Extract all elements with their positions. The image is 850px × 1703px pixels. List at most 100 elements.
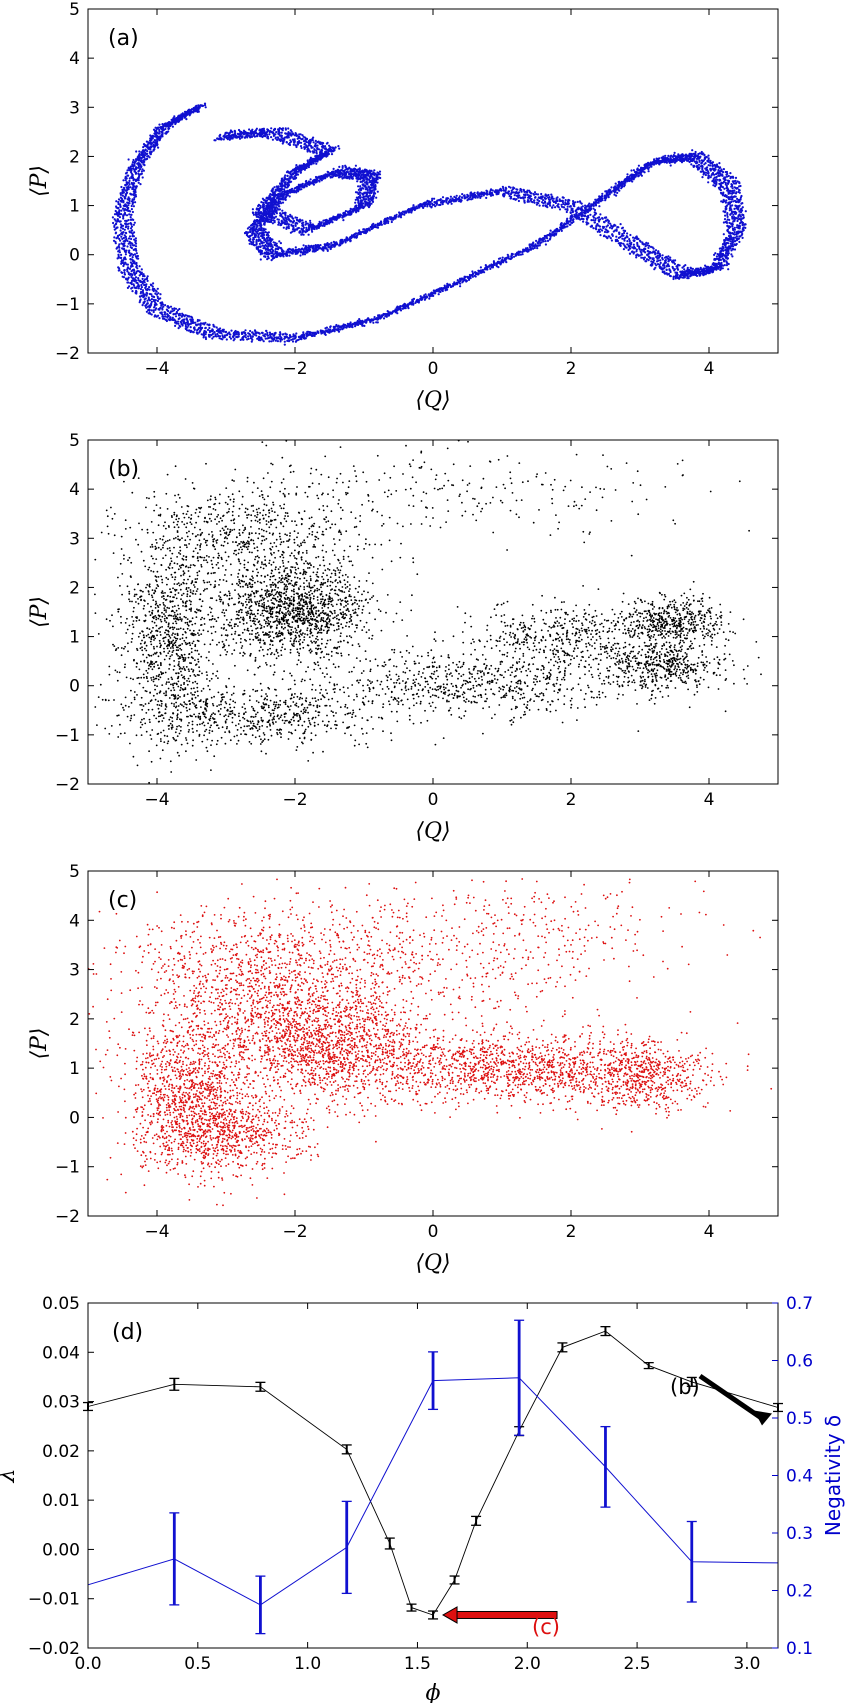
data-point [728, 226, 731, 229]
data-point [232, 336, 235, 339]
data-point [299, 145, 303, 148]
data-point [274, 133, 277, 136]
data-point [626, 240, 629, 243]
data-point [606, 224, 610, 227]
data-point [517, 194, 520, 197]
data-point [359, 180, 362, 183]
data-point [135, 166, 138, 169]
data-point [668, 274, 672, 277]
data-point [659, 261, 662, 264]
data-point [118, 233, 121, 237]
data-point [126, 263, 129, 266]
data-point [185, 321, 188, 324]
data-point [330, 330, 333, 333]
data-point [530, 197, 533, 201]
data-point [546, 202, 549, 205]
data-point [605, 228, 608, 231]
data-point [137, 277, 140, 280]
data-point [594, 227, 597, 230]
data-point [291, 169, 294, 172]
data-point [683, 158, 686, 161]
data-point [285, 226, 288, 229]
data-point [580, 217, 583, 220]
data-point [359, 185, 362, 188]
data-point [260, 336, 263, 339]
data-point [630, 169, 633, 172]
data-point [568, 205, 572, 208]
data-point [713, 173, 716, 176]
data-point [362, 192, 365, 196]
data-point [528, 244, 531, 247]
data-point [431, 202, 434, 205]
data-point [134, 276, 138, 279]
data-point [124, 172, 128, 175]
data-point [147, 298, 150, 301]
data-point [505, 261, 508, 264]
data-point [738, 222, 742, 225]
data-point [566, 217, 569, 220]
data-point [202, 334, 206, 337]
data-point [457, 280, 460, 283]
data-point [128, 249, 131, 252]
data-point [266, 136, 269, 139]
data-point [251, 208, 254, 211]
data-point [365, 178, 368, 181]
data-point [263, 255, 267, 258]
data-point [266, 255, 270, 258]
data-point [359, 199, 362, 203]
data-point [122, 200, 125, 203]
data-point [177, 327, 180, 330]
data-point [731, 198, 734, 201]
data-point [218, 138, 221, 141]
data-point [665, 265, 668, 268]
data-point [724, 201, 728, 204]
data-point [722, 177, 725, 180]
data-point [364, 188, 367, 191]
data-point [164, 318, 167, 321]
data-point [122, 179, 125, 182]
data-point [119, 205, 122, 208]
data-point [128, 267, 132, 270]
data-point [720, 253, 723, 256]
data-point [446, 282, 449, 285]
data-point [650, 263, 653, 266]
data-point [244, 336, 247, 339]
data-point [265, 133, 269, 136]
data-point [543, 200, 547, 203]
data-point [719, 185, 722, 188]
data-point [735, 235, 739, 238]
data-point [127, 174, 130, 177]
data-point [648, 256, 651, 259]
data-point [734, 236, 737, 239]
data-point [585, 221, 588, 224]
data-point [314, 249, 318, 252]
data-point [585, 223, 588, 226]
data-point [699, 170, 702, 173]
data-point [217, 335, 220, 338]
data-point [713, 258, 716, 261]
data-point [212, 335, 215, 338]
data-point [517, 199, 521, 203]
data-point [468, 198, 471, 201]
data-point [293, 229, 296, 232]
data-point [345, 236, 348, 239]
data-point [564, 201, 567, 204]
data-point [608, 235, 611, 238]
data-point [536, 201, 539, 204]
data-point [133, 164, 136, 167]
data-point [268, 340, 271, 343]
data-point [485, 196, 488, 199]
data-point [546, 237, 549, 240]
data-point [731, 232, 734, 235]
data-point [285, 141, 288, 144]
data-point [125, 192, 128, 195]
data-point [731, 217, 734, 220]
data-point [523, 199, 526, 202]
data-point [564, 208, 567, 211]
data-point [513, 197, 516, 200]
data-point [123, 269, 126, 272]
data-point [273, 186, 276, 189]
data-point [221, 338, 224, 341]
data-point [711, 172, 714, 176]
data-point [127, 237, 131, 240]
